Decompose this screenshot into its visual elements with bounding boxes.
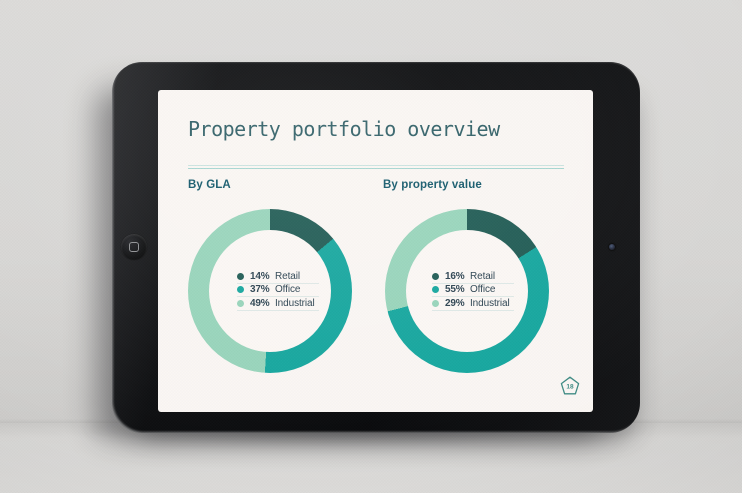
legend-bullet-icon [237, 272, 244, 280]
legend-percent: 55% [445, 284, 465, 296]
tablet-screen: Property portfolio overview By GLA By pr… [158, 90, 593, 412]
legend-label: Retail [275, 270, 300, 282]
legend-bullet-icon [237, 286, 244, 294]
legend-label: Retail [470, 270, 495, 282]
legend-row: 16% Retail [432, 270, 514, 284]
legend-label: Industrial [470, 297, 510, 309]
donut-chart-gla [188, 209, 352, 373]
donut-hole [209, 230, 331, 352]
page-number-badge: 18 [558, 374, 582, 398]
home-button-icon [129, 242, 139, 252]
legend-gla: 14% Retail 37% Office 49% Industrial [237, 270, 319, 311]
background-floor [0, 423, 742, 493]
slide-title: Property portfolio overview [188, 117, 500, 141]
legend-percent: 37% [250, 284, 270, 296]
legend-bullet-icon [432, 272, 439, 280]
tablet-frame: Property portfolio overview By GLA By pr… [112, 62, 640, 433]
pentagon-icon: 18 [560, 376, 580, 395]
legend-label: Office [275, 284, 301, 296]
home-button [121, 234, 147, 260]
chart-heading-value: By property value [383, 179, 482, 191]
legend-percent: 49% [250, 297, 270, 309]
legend-percent: 16% [445, 270, 465, 282]
legend-percent: 14% [250, 270, 270, 282]
legend-percent: 29% [445, 297, 465, 309]
page-number: 18 [566, 384, 574, 391]
title-divider [188, 165, 564, 169]
donut-chart-property-value [385, 209, 549, 373]
camera-icon [609, 244, 615, 250]
legend-row: 55% Office [432, 284, 514, 297]
legend-row: 29% Industrial [432, 297, 514, 311]
legend-bullet-icon [432, 286, 439, 294]
legend-label: Office [470, 284, 496, 296]
legend-property-value: 16% Retail 55% Office 29% Industrial [432, 270, 514, 311]
chart-heading-gla: By GLA [188, 179, 231, 191]
legend-label: Industrial [275, 297, 315, 309]
donut-hole [406, 230, 528, 352]
legend-row: 37% Office [237, 284, 319, 297]
legend-bullet-icon [237, 299, 244, 307]
legend-row: 14% Retail [237, 270, 319, 284]
legend-row: 49% Industrial [237, 297, 319, 311]
legend-bullet-icon [432, 299, 439, 307]
